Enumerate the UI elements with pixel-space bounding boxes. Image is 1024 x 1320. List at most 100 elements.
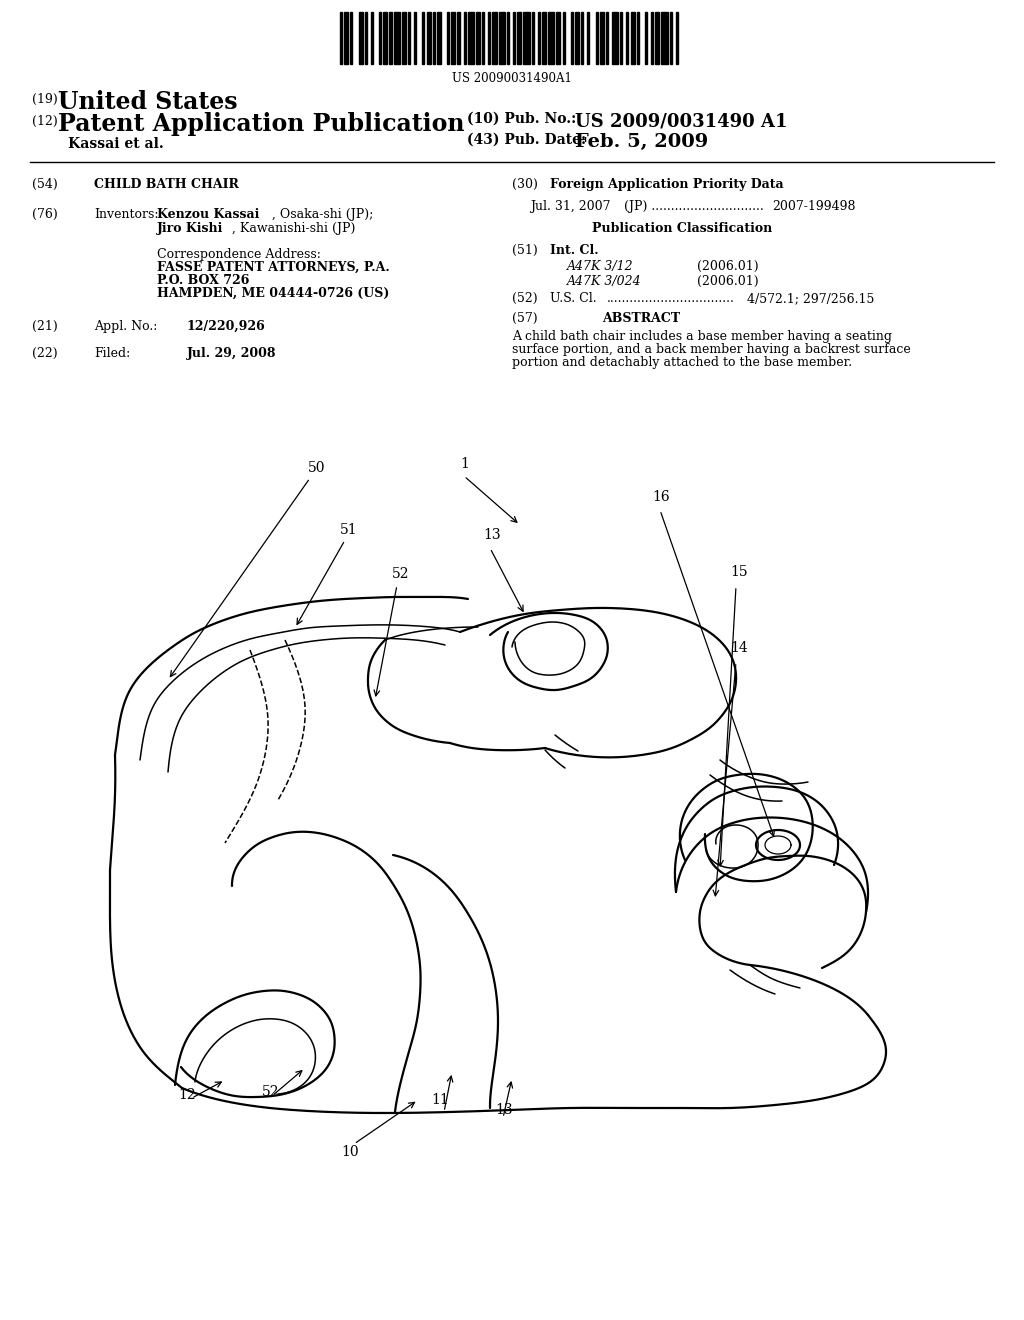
Bar [651,12,653,63]
Text: 2007-199498: 2007-199498 [772,201,855,213]
Text: A child bath chair includes a base member having a seating: A child bath chair includes a base membe… [512,330,892,343]
Bar [414,12,416,63]
Bar [423,12,425,63]
Bar [556,12,560,63]
Text: US 20090031490A1: US 20090031490A1 [452,73,572,84]
Text: (43) Pub. Date:: (43) Pub. Date: [467,133,586,147]
Text: (57): (57) [512,312,538,325]
Text: 12: 12 [178,1088,196,1102]
Bar [379,12,381,63]
Bar [588,12,590,63]
Text: (10) Pub. No.:: (10) Pub. No.: [467,112,577,125]
Text: P.O. BOX 726: P.O. BOX 726 [157,275,250,286]
Bar [596,12,598,63]
Bar [631,12,635,63]
Text: 52: 52 [392,568,410,581]
Text: 11: 11 [431,1093,449,1107]
Bar [655,12,659,63]
Text: (JP) .............................: (JP) ............................. [612,201,764,213]
Text: (19): (19) [32,92,57,106]
Text: (76): (76) [32,209,57,220]
Text: Kassai et al.: Kassai et al. [68,137,164,150]
Bar [358,12,362,63]
Text: 15: 15 [730,565,748,579]
Text: (52): (52) [512,292,538,305]
Text: 14: 14 [730,642,748,655]
Bar [499,12,505,63]
Text: surface portion, and a back member having a backrest surface: surface portion, and a back member havin… [512,343,910,356]
Text: CHILD BATH CHAIR: CHILD BATH CHAIR [94,178,239,191]
Text: HAMPDEN, ME 04444-0726 (US): HAMPDEN, ME 04444-0726 (US) [157,286,389,300]
Text: (21): (21) [32,319,57,333]
Text: A47K 3/024: A47K 3/024 [567,275,642,288]
Bar [523,12,529,63]
Bar [344,12,348,63]
Text: Foreign Application Priority Data: Foreign Application Priority Data [550,178,783,191]
Text: (12): (12) [32,115,57,128]
Text: Feb. 5, 2009: Feb. 5, 2009 [575,133,709,150]
Text: portion and detachably attached to the base member.: portion and detachably attached to the b… [512,356,852,370]
Text: .................................: ................................. [607,292,735,305]
Text: 13: 13 [495,1104,513,1117]
Bar [482,12,484,63]
Bar [427,12,431,63]
Text: Int. Cl.: Int. Cl. [550,244,599,257]
Text: (2006.01): (2006.01) [697,260,759,273]
Text: Publication Classification: Publication Classification [592,222,772,235]
Text: (51): (51) [512,244,538,257]
Text: 51: 51 [340,523,357,537]
Text: FASSE PATENT ATTORNEYS, P.A.: FASSE PATENT ATTORNEYS, P.A. [157,261,390,275]
Text: Jiro Kishi: Jiro Kishi [157,222,223,235]
Text: 13: 13 [483,528,501,543]
Bar [464,12,466,63]
Bar [458,12,460,63]
Bar [606,12,608,63]
Bar [476,12,480,63]
Bar [437,12,441,63]
Bar [493,12,497,63]
Text: 4/572.1; 297/256.15: 4/572.1; 297/256.15 [746,292,874,305]
Bar [507,12,509,63]
Text: , Osaka-shi (JP);: , Osaka-shi (JP); [272,209,374,220]
Text: Filed:: Filed: [94,347,130,360]
Bar [570,12,572,63]
Text: Appl. No.:: Appl. No.: [94,319,158,333]
Bar [408,12,410,63]
Text: ABSTRACT: ABSTRACT [602,312,680,325]
Bar [676,12,678,63]
Text: 10: 10 [341,1144,358,1159]
Bar [612,12,618,63]
Text: 52: 52 [262,1085,280,1100]
Text: U.S. Cl.: U.S. Cl. [550,292,597,305]
Text: United States: United States [58,90,238,114]
Text: 16: 16 [652,490,670,504]
Bar [581,12,583,63]
Bar [621,12,623,63]
Text: US 2009/0031490 A1: US 2009/0031490 A1 [575,112,787,129]
Bar [645,12,647,63]
Bar [340,12,342,63]
Bar [531,12,534,63]
Bar [468,12,474,63]
Text: Jul. 31, 2007: Jul. 31, 2007 [530,201,610,213]
Bar [350,12,352,63]
Text: 12/220,926: 12/220,926 [187,319,266,333]
Bar [517,12,521,63]
Bar [365,12,367,63]
Bar [538,12,540,63]
Bar [452,12,456,63]
Text: Patent Application Publication: Patent Application Publication [58,112,465,136]
Bar [574,12,579,63]
Text: (22): (22) [32,347,57,360]
Text: (30): (30) [512,178,538,191]
Text: , Kawanishi-shi (JP): , Kawanishi-shi (JP) [232,222,355,235]
Bar [389,12,391,63]
Bar [600,12,604,63]
Bar [548,12,554,63]
Bar [447,12,450,63]
Text: Kenzou Kassai: Kenzou Kassai [157,209,259,220]
Bar [670,12,672,63]
Bar [383,12,387,63]
Text: 50: 50 [308,461,326,475]
Text: (54): (54) [32,178,57,191]
